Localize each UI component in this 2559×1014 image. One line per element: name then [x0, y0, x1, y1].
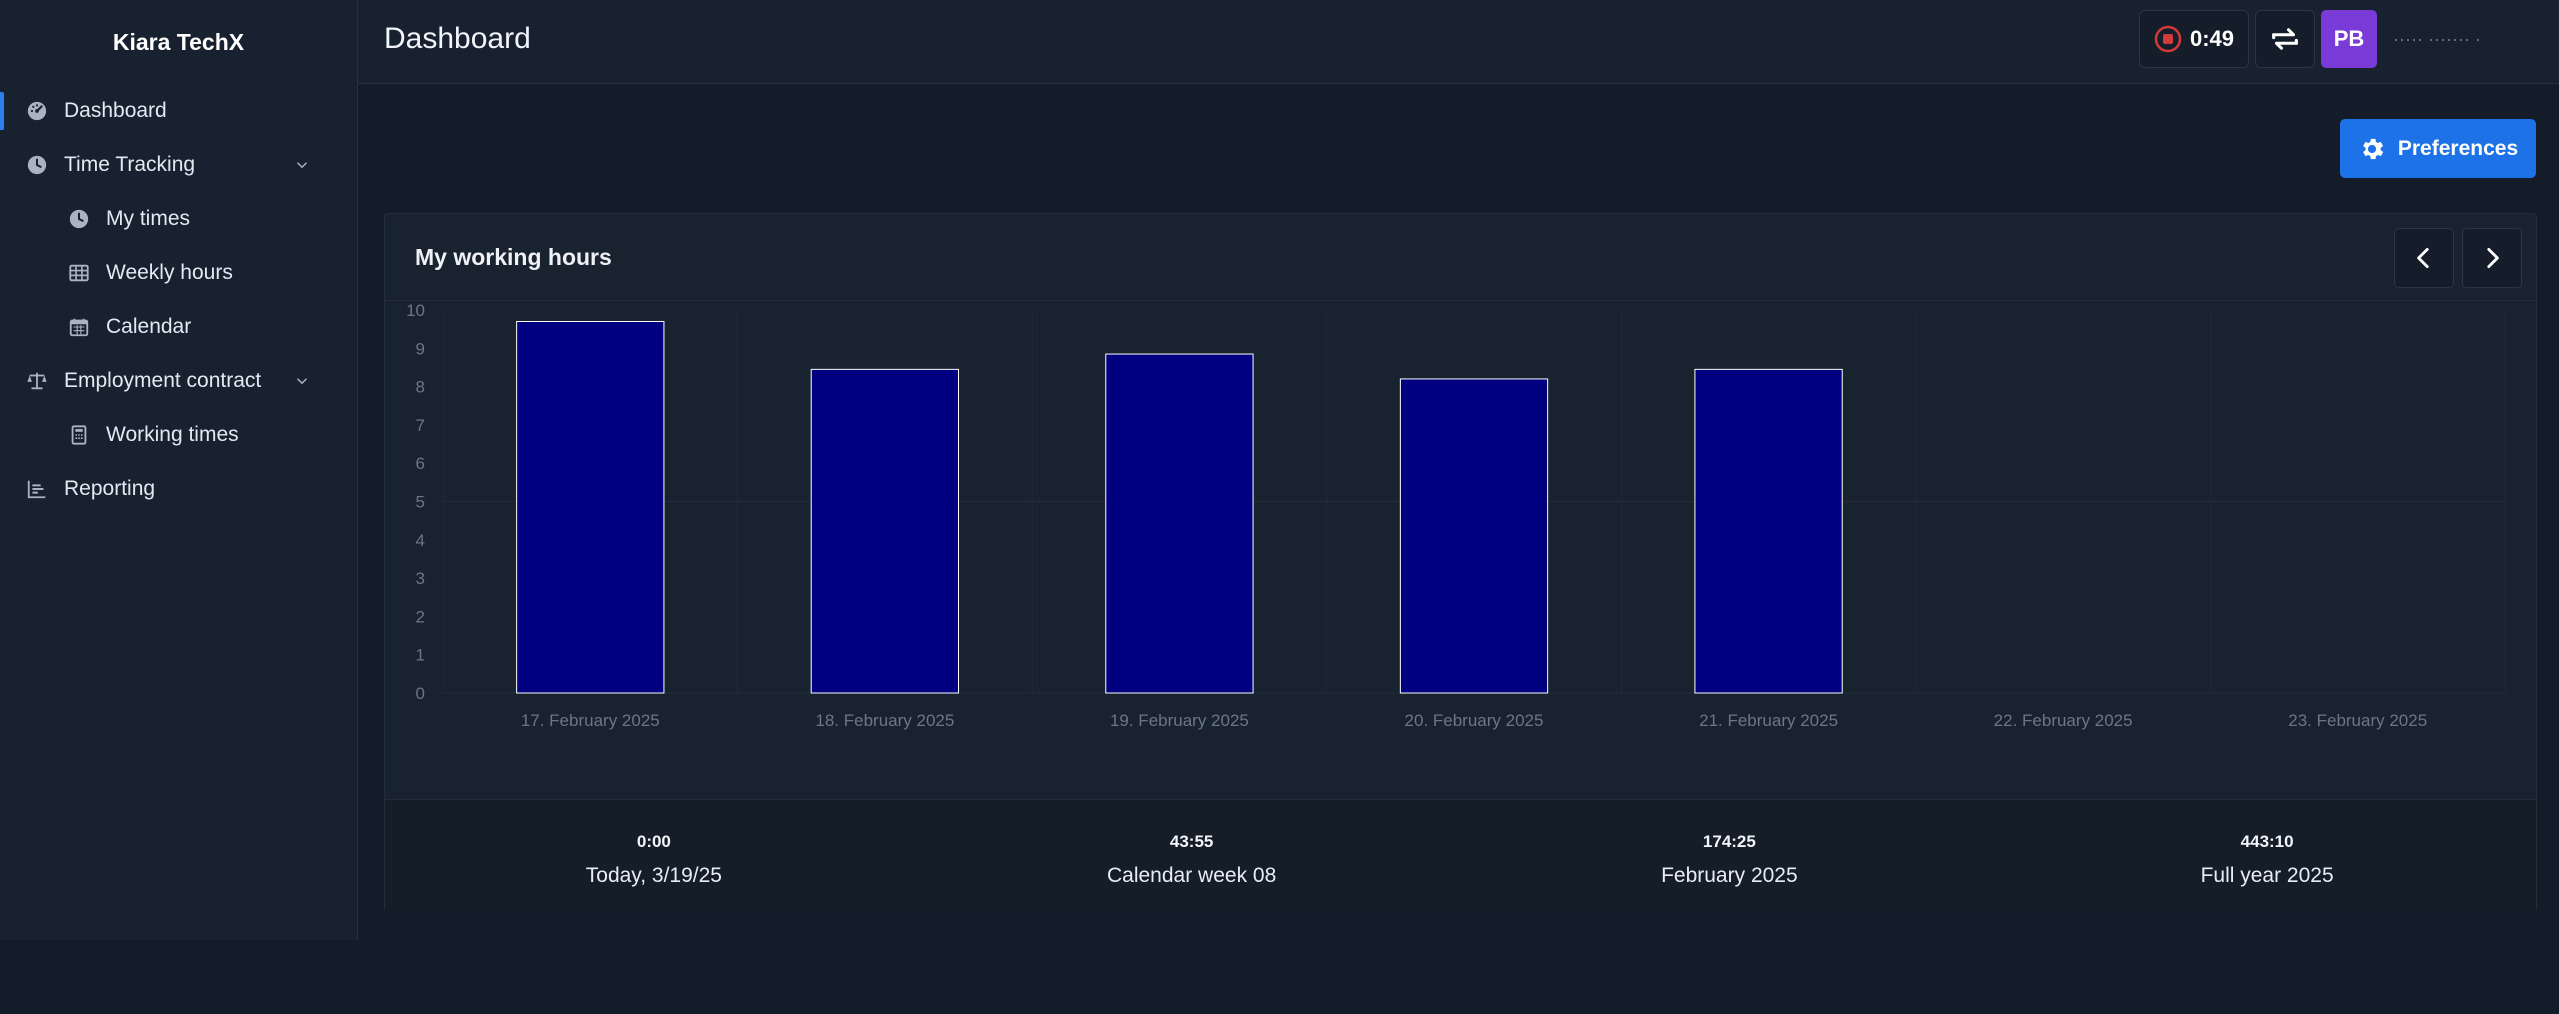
working-hours-chart: 0 1 2 3 4 5 6 7 8 9 10 17. February 2025 18. Februar… [385, 300, 2536, 1014]
x-tick-label: 17. February 2025 [521, 711, 660, 730]
working-hours-card: My working hours 0 1 2 3 4 5 6 7 8 9 10 17. Februar… [384, 213, 2537, 912]
page-title: Dashboard [384, 22, 531, 55]
sidebar: Kiara TechX Dashboard Time Tracking My t… [0, 0, 358, 940]
previous-week-button[interactable] [2394, 228, 2454, 288]
sync-arrows-icon [2272, 28, 2298, 50]
stat-today: 0:00 Today, 3/19/25 [385, 800, 923, 912]
stat-label: Today, 3/19/25 [585, 864, 722, 887]
stat-value: 174:25 [1702, 832, 1756, 851]
sidebar-item-label: Time Tracking [64, 153, 196, 176]
bar-chart: 0 1 2 3 4 5 6 7 8 9 10 17. February 2025 18. Februar… [406, 301, 2506, 730]
sidebar-item-weekly-hours[interactable]: Weekly hours [0, 246, 357, 300]
y-tick-label: 0 [416, 684, 425, 703]
sidebar-item-label: Weekly hours [106, 261, 233, 284]
sidebar-item-reporting[interactable]: Reporting [0, 462, 357, 516]
x-tick-label: 20. February 2025 [1405, 711, 1544, 730]
y-tick-label: 1 [416, 646, 425, 665]
y-tick-label: 10 [406, 301, 425, 320]
summary-stats: 0:00 Today, 3/19/25 43:55 Calendar week … [385, 799, 2536, 912]
y-tick-label: 5 [416, 493, 425, 512]
stat-month: 174:25 February 2025 [1461, 800, 1999, 912]
sidebar-item-time-tracking[interactable]: Time Tracking [0, 138, 357, 192]
chart-bar [1105, 353, 1254, 694]
preferences-button[interactable]: Preferences [2340, 119, 2536, 178]
dashboard-gauge-icon [26, 100, 48, 122]
chart-bar [1694, 368, 1843, 694]
avatar[interactable]: PB [2321, 10, 2377, 68]
stat-calendar-week: 43:55 Calendar week 08 [923, 800, 1461, 912]
sync-button[interactable] [2255, 10, 2315, 68]
table-grid-icon [68, 262, 90, 284]
week-pager [2394, 228, 2522, 288]
stat-value: 443:10 [2240, 832, 2294, 851]
stat-year: 443:10 Full year 2025 [1998, 800, 2536, 912]
stat-value: 0:00 [636, 832, 671, 851]
sidebar-item-employment-contract[interactable]: Employment contract [0, 354, 357, 408]
stat-label: Calendar week 08 [1106, 864, 1277, 887]
brand-name: Kiara TechX [112, 28, 245, 55]
card-header: My working hours [385, 214, 2536, 301]
user-name[interactable]: ····· ······· · [2393, 28, 2481, 49]
stat-label: February 2025 [1661, 864, 1798, 887]
x-tick-label: 23. February 2025 [2288, 711, 2427, 730]
bar-chart-icon [26, 478, 48, 500]
chart-bar [1399, 378, 1549, 694]
chart-bar [516, 320, 665, 694]
sidebar-item-my-times[interactable]: My times [0, 192, 357, 246]
sidebar-item-label: Reporting [64, 477, 156, 500]
card-title: My working hours [415, 244, 612, 270]
y-tick-label: 2 [416, 607, 425, 626]
clock-icon [68, 208, 90, 230]
clock-icon [26, 154, 48, 176]
sidebar-item-calendar[interactable]: Calendar [0, 300, 357, 354]
gear-icon [2363, 138, 2384, 159]
x-tick-label: 22. February 2025 [1994, 711, 2133, 730]
next-week-button[interactable] [2462, 228, 2522, 288]
x-tick-label: 21. February 2025 [1699, 711, 1838, 730]
x-tick-label: 19. February 2025 [1110, 711, 1249, 730]
calendar-icon [68, 316, 90, 338]
stat-label: Full year 2025 [2200, 864, 2334, 887]
y-tick-label: 8 [416, 378, 425, 397]
y-tick-label: 4 [416, 531, 425, 550]
sidebar-item-label: Calendar [106, 315, 192, 338]
sidebar-item-working-times[interactable]: Working times [0, 408, 357, 462]
top-header: Dashboard 0:49 PB ····· ······· · [358, 0, 2559, 84]
sidebar-nav: Dashboard Time Tracking My times Weekly … [0, 84, 357, 516]
chevron-right-icon [2487, 247, 2499, 269]
timer-value: 0:49 [2189, 26, 2234, 51]
stop-circle-icon [2154, 25, 2182, 53]
y-tick-label: 9 [416, 339, 425, 358]
chevron-down-icon[interactable] [293, 156, 311, 174]
sidebar-item-label: Employment contract [64, 369, 262, 392]
chevron-left-icon [2417, 247, 2429, 269]
y-tick-label: 6 [416, 454, 425, 473]
y-tick-label: 3 [416, 569, 425, 588]
y-tick-label: 7 [416, 416, 425, 435]
x-tick-label: 18. February 2025 [815, 711, 954, 730]
sidebar-item-label: Dashboard [64, 99, 167, 122]
chart-bar [810, 368, 960, 694]
stat-value: 43:55 [1169, 832, 1214, 851]
header-controls: 0:49 PB ····· ······· · [2138, 10, 2543, 68]
sidebar-item-label: Working times [106, 423, 239, 446]
scale-icon [26, 370, 48, 392]
sidebar-item-dashboard[interactable]: Dashboard [0, 84, 357, 138]
stop-timer-button[interactable]: 0:49 [2138, 10, 2249, 68]
chevron-down-icon[interactable] [293, 372, 311, 390]
calculator-icon [68, 424, 90, 446]
sidebar-item-label: My times [106, 207, 190, 230]
preferences-label: Preferences [2397, 136, 2519, 160]
